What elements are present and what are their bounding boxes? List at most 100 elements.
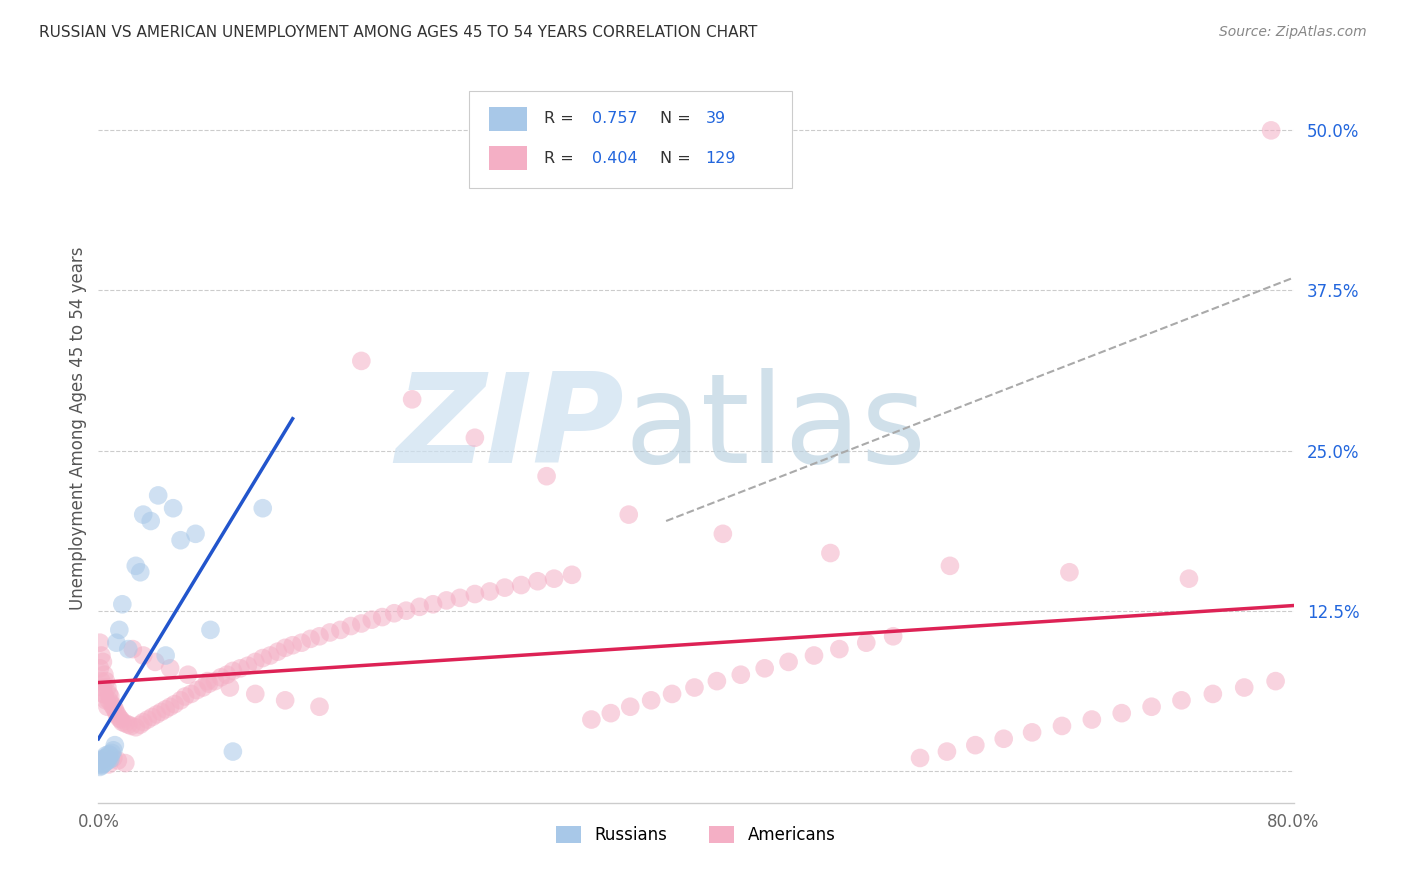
Point	[155, 702, 177, 716]
Point	[1202, 687, 1225, 701]
Point	[94, 693, 117, 707]
Point	[89, 661, 111, 675]
Point	[219, 681, 242, 695]
Point	[184, 526, 207, 541]
Point	[117, 642, 139, 657]
Point	[132, 715, 155, 730]
Point	[198, 676, 221, 690]
Point	[494, 581, 516, 595]
Point	[101, 746, 124, 760]
Point	[1178, 572, 1201, 586]
Text: 0.757: 0.757	[592, 112, 638, 126]
Point	[141, 710, 163, 724]
Point	[98, 748, 122, 763]
Point	[395, 604, 418, 618]
Point	[281, 638, 304, 652]
Point	[108, 711, 131, 725]
Point	[162, 501, 184, 516]
Point	[101, 697, 124, 711]
Point	[236, 658, 259, 673]
Point	[1264, 674, 1286, 689]
Point	[89, 757, 111, 772]
Point	[132, 648, 155, 663]
Point	[617, 508, 640, 522]
Point	[107, 754, 129, 768]
Point	[104, 702, 127, 716]
Point	[111, 715, 134, 730]
Bar	[489, 107, 527, 131]
Text: ZIP: ZIP	[395, 368, 624, 489]
Point	[599, 706, 621, 720]
Point	[259, 648, 281, 663]
Point	[706, 674, 728, 689]
Point	[436, 593, 458, 607]
Point	[129, 566, 152, 580]
Point	[94, 748, 117, 763]
Point	[1059, 566, 1081, 580]
Point	[132, 508, 155, 522]
Text: 39: 39	[706, 112, 725, 126]
Text: 0.404: 0.404	[592, 151, 638, 166]
Point	[90, 756, 112, 770]
Point	[93, 667, 115, 681]
Point	[97, 751, 120, 765]
Point	[371, 610, 394, 624]
Point	[94, 674, 117, 689]
Point	[93, 687, 115, 701]
Point	[98, 690, 122, 704]
Point	[159, 699, 181, 714]
Point	[274, 693, 297, 707]
Text: R =: R =	[544, 151, 574, 166]
Point	[111, 597, 134, 611]
Point	[299, 632, 322, 646]
Point	[855, 636, 877, 650]
Point	[169, 693, 191, 707]
Point	[96, 749, 118, 764]
Point	[97, 757, 120, 772]
Point	[91, 752, 114, 766]
Point	[561, 567, 583, 582]
Legend: Russians, Americans: Russians, Americans	[550, 819, 842, 851]
Y-axis label: Unemployment Among Ages 45 to 54 years: Unemployment Among Ages 45 to 54 years	[69, 246, 87, 610]
Point	[939, 558, 962, 573]
Bar	[489, 146, 527, 170]
Point	[148, 488, 170, 502]
Point	[291, 636, 314, 650]
Point	[93, 756, 115, 770]
Point	[1233, 681, 1256, 695]
Point	[97, 687, 120, 701]
Point	[382, 606, 405, 620]
Point	[91, 757, 114, 772]
Point	[215, 667, 238, 681]
Point	[209, 670, 232, 684]
Point	[581, 713, 603, 727]
Point	[1140, 699, 1163, 714]
Point	[1260, 123, 1282, 137]
Point	[640, 693, 662, 707]
Point	[730, 667, 752, 681]
Point	[143, 655, 166, 669]
Point	[90, 648, 112, 663]
Point	[94, 751, 117, 765]
Point	[186, 683, 208, 698]
Point	[908, 751, 931, 765]
Text: RUSSIAN VS AMERICAN UNEMPLOYMENT AMONG AGES 45 TO 54 YEARS CORRELATION CHART: RUSSIAN VS AMERICAN UNEMPLOYMENT AMONG A…	[39, 25, 758, 40]
Point	[93, 751, 115, 765]
Point	[103, 743, 125, 757]
Point	[882, 629, 904, 643]
Point	[103, 699, 125, 714]
Point	[191, 681, 214, 695]
Point	[319, 625, 342, 640]
Point	[121, 642, 143, 657]
Point	[536, 469, 558, 483]
Point	[252, 651, 274, 665]
Point	[229, 661, 252, 675]
Point	[129, 717, 152, 731]
Point	[91, 655, 114, 669]
Point	[329, 623, 352, 637]
Point	[105, 706, 128, 720]
Point	[1081, 713, 1104, 727]
Point	[94, 752, 117, 766]
Point	[350, 354, 373, 368]
Point	[174, 690, 197, 704]
